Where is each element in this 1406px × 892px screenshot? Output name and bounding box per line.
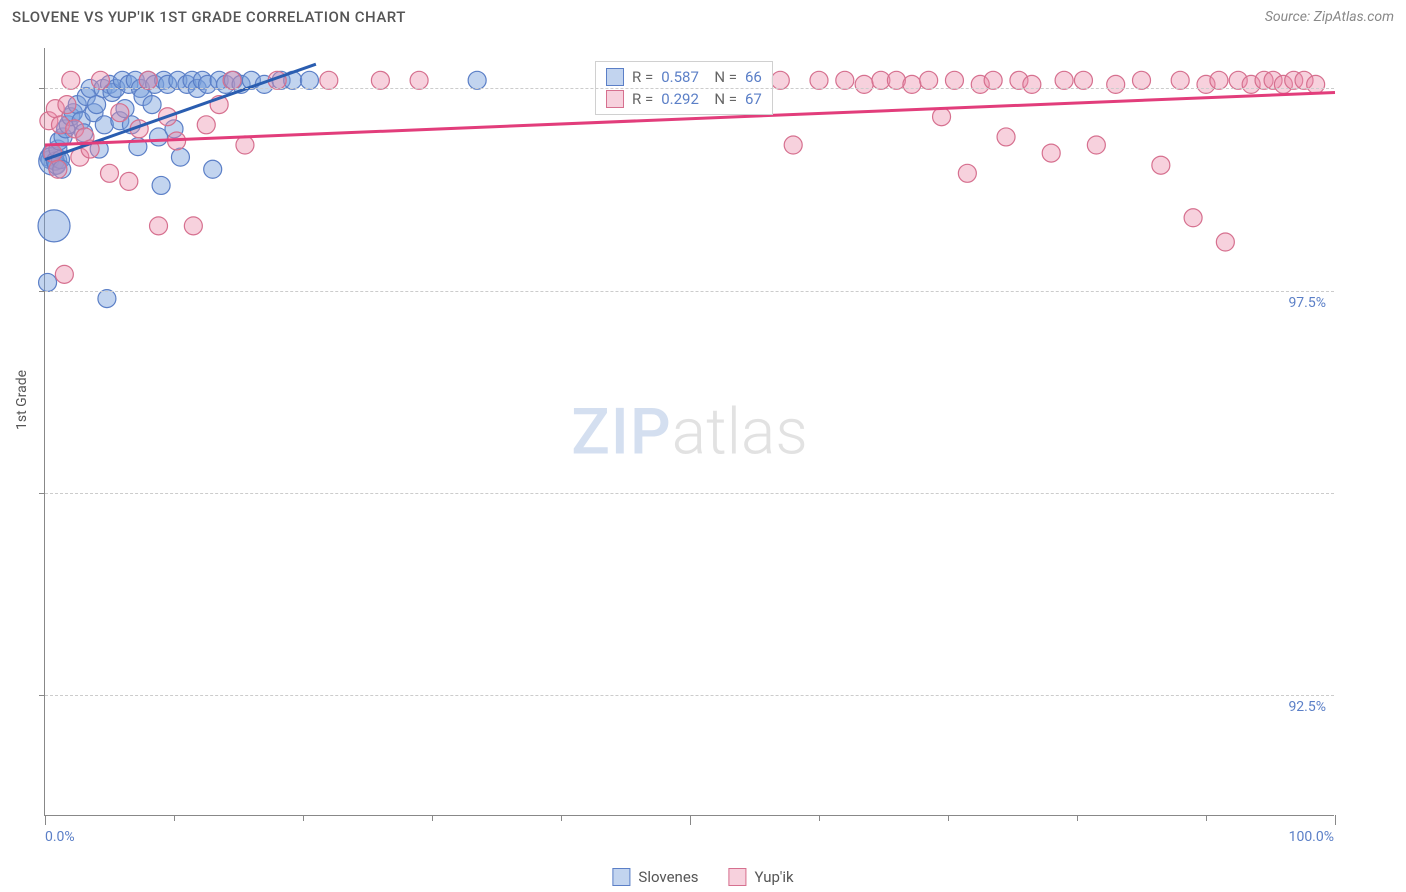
y-tick-mark xyxy=(39,291,45,292)
scatter-point[interactable] xyxy=(204,160,222,178)
scatter-point[interactable] xyxy=(468,71,486,89)
x-tick-major xyxy=(1335,815,1336,825)
bottom-legend: Slovenes Yup'ik xyxy=(612,868,793,886)
scatter-point[interactable] xyxy=(58,96,76,114)
scatter-point[interactable] xyxy=(236,136,254,154)
scatter-point[interactable] xyxy=(933,108,951,126)
gridline xyxy=(45,291,1334,292)
scatter-point[interactable] xyxy=(1133,71,1151,89)
scatter-point[interactable] xyxy=(836,71,854,89)
legend-label-slovenes: Slovenes xyxy=(638,868,698,886)
scatter-point[interactable] xyxy=(984,71,1002,89)
x-tick-major xyxy=(690,815,691,825)
swatch-yupik-icon xyxy=(729,868,747,886)
legend-item-yupik[interactable]: Yup'ik xyxy=(729,868,794,886)
scatter-point[interactable] xyxy=(88,96,106,114)
legend-item-slovenes[interactable]: Slovenes xyxy=(612,868,698,886)
scatter-point[interactable] xyxy=(184,217,202,235)
scatter-point[interactable] xyxy=(945,71,963,89)
scatter-point[interactable] xyxy=(1042,144,1060,162)
x-tick-major xyxy=(45,815,46,825)
chart-title: SLOVENE VS YUP'IK 1ST GRADE CORRELATION … xyxy=(12,8,406,26)
scatter-point[interactable] xyxy=(38,210,70,242)
scatter-svg xyxy=(45,48,1334,815)
scatter-point[interactable] xyxy=(152,176,170,194)
gridline xyxy=(45,695,1334,696)
y-tick-mark xyxy=(39,695,45,696)
scatter-point[interactable] xyxy=(997,128,1015,146)
scatter-point[interactable] xyxy=(111,104,129,122)
stat-n-slovenes: 66 xyxy=(745,68,762,86)
scatter-point[interactable] xyxy=(98,290,116,308)
stat-label-n2: N = xyxy=(707,90,737,108)
y-axis-label: 1st Grade xyxy=(14,370,30,430)
scatter-point[interactable] xyxy=(139,71,157,89)
scatter-point[interactable] xyxy=(1152,156,1170,174)
x-tick-minor xyxy=(303,815,304,821)
scatter-point[interactable] xyxy=(371,71,389,89)
chart-plot-area: ZIPatlas R = 0.587 N = 66 R = 0.292 N = … xyxy=(44,48,1334,816)
scatter-point[interactable] xyxy=(55,265,73,283)
scatter-point[interactable] xyxy=(920,71,938,89)
x-tick-minor xyxy=(432,815,433,821)
stat-r-yupik: 0.292 xyxy=(661,90,699,108)
x-tick-minor xyxy=(174,815,175,821)
scatter-point[interactable] xyxy=(903,75,921,93)
scatter-point[interactable] xyxy=(120,172,138,190)
scatter-point[interactable] xyxy=(958,164,976,182)
scatter-point[interactable] xyxy=(771,71,789,89)
x-tick-minor xyxy=(1077,815,1078,821)
scatter-point[interactable] xyxy=(1184,209,1202,227)
scatter-point[interactable] xyxy=(1216,233,1234,251)
x-tick-minor xyxy=(1206,815,1207,821)
swatch-slovenes-icon xyxy=(612,868,630,886)
stat-r-slovenes: 0.587 xyxy=(661,68,699,86)
y-tick-label: 92.5% xyxy=(1288,699,1326,715)
scatter-point[interactable] xyxy=(197,116,215,134)
scatter-point[interactable] xyxy=(1023,75,1041,93)
scatter-point[interactable] xyxy=(410,71,428,89)
stat-label-r1: R = xyxy=(632,68,653,86)
stat-n-yupik: 67 xyxy=(745,90,762,108)
scatter-point[interactable] xyxy=(143,96,161,114)
x-tick-label-min: 0.0% xyxy=(45,829,75,845)
scatter-point[interactable] xyxy=(1171,71,1189,89)
x-tick-minor xyxy=(819,815,820,821)
y-tick-mark xyxy=(39,88,45,89)
scatter-point[interactable] xyxy=(1074,71,1092,89)
scatter-point[interactable] xyxy=(150,217,168,235)
swatch-slovenes xyxy=(606,68,624,86)
gridline xyxy=(45,88,1334,89)
scatter-point[interactable] xyxy=(1055,71,1073,89)
swatch-yupik xyxy=(606,90,624,108)
scatter-point[interactable] xyxy=(223,71,241,89)
scatter-point[interactable] xyxy=(855,75,873,93)
scatter-point[interactable] xyxy=(91,71,109,89)
scatter-point[interactable] xyxy=(300,71,318,89)
stat-label-n1: N = xyxy=(707,68,737,86)
x-tick-label-max: 100.0% xyxy=(1289,829,1334,845)
source-text: Source: ZipAtlas.com xyxy=(1265,9,1394,25)
scatter-point[interactable] xyxy=(101,164,119,182)
x-tick-minor xyxy=(561,815,562,821)
scatter-point[interactable] xyxy=(171,148,189,166)
x-tick-minor xyxy=(948,815,949,821)
scatter-point[interactable] xyxy=(1087,136,1105,154)
scatter-point[interactable] xyxy=(320,71,338,89)
scatter-point[interactable] xyxy=(39,273,57,291)
gridline xyxy=(45,493,1334,494)
scatter-point[interactable] xyxy=(1307,75,1325,93)
stats-row-slovenes: R = 0.587 N = 66 xyxy=(606,66,762,88)
scatter-point[interactable] xyxy=(62,71,80,89)
scatter-point[interactable] xyxy=(49,160,67,178)
legend-label-yupik: Yup'ik xyxy=(755,868,794,886)
stats-row-yupik: R = 0.292 N = 67 xyxy=(606,88,762,110)
scatter-point[interactable] xyxy=(810,71,828,89)
scatter-point[interactable] xyxy=(784,136,802,154)
stat-label-r2: R = xyxy=(632,90,653,108)
y-tick-label: 97.5% xyxy=(1288,295,1326,311)
scatter-point[interactable] xyxy=(1107,75,1125,93)
y-tick-mark xyxy=(39,493,45,494)
scatter-point[interactable] xyxy=(1210,71,1228,89)
